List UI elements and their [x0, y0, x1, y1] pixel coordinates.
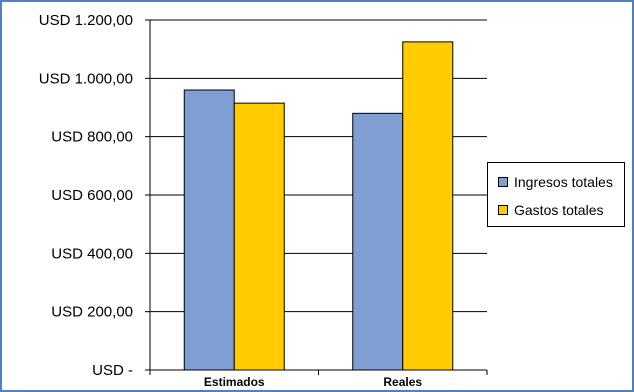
y-tick-label: USD 1.200,00	[39, 12, 133, 29]
y-tick-label: USD -	[92, 362, 133, 379]
x-category-label: Reales	[383, 375, 422, 389]
y-tick-label: USD 200,00	[51, 304, 133, 321]
legend-label-ingresos: Ingresos totales	[514, 174, 613, 190]
bar-reales-gastos	[402, 41, 454, 371]
legend-item-gastos: Gastos totales	[498, 201, 604, 219]
y-tick-label: USD 400,00	[51, 245, 133, 262]
legend-item-ingresos: Ingresos totales	[498, 173, 613, 191]
legend: Ingresos totales Gastos totales	[487, 162, 625, 227]
legend-swatch-ingresos	[498, 177, 508, 187]
legend-swatch-gastos	[498, 205, 508, 215]
legend-label-gastos: Gastos totales	[514, 202, 604, 218]
x-category-label: Estimados	[204, 375, 265, 389]
bar-reales-ingresos	[352, 112, 404, 371]
y-tick-label: USD 1.000,00	[39, 70, 133, 87]
bar-estimados-ingresos	[183, 89, 235, 371]
bar-estimados-gastos	[233, 102, 285, 371]
y-tick-label: USD 600,00	[51, 187, 133, 204]
y-tick-label: USD 800,00	[51, 129, 133, 146]
